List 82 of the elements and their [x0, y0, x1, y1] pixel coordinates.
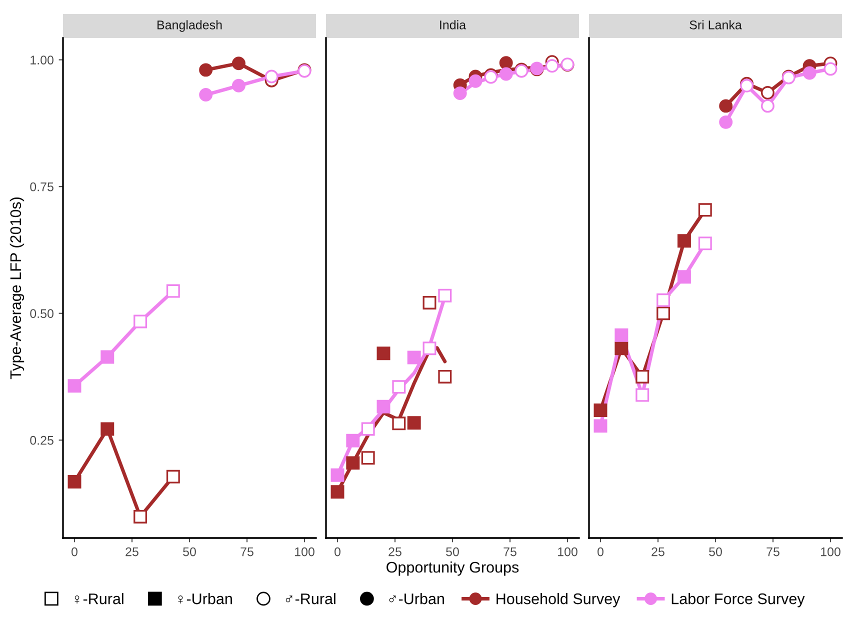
point — [346, 434, 360, 448]
point — [166, 470, 180, 484]
point — [760, 86, 774, 100]
x-tick-label: 0 — [72, 547, 78, 556]
point — [636, 370, 650, 384]
point — [698, 203, 712, 217]
point — [719, 115, 733, 129]
point — [453, 86, 467, 100]
x-tick-label: 50 — [183, 547, 196, 556]
x-tick-label: 50 — [446, 547, 459, 556]
point — [656, 293, 670, 307]
chart-title: Bangladesh — [158, 20, 222, 32]
point — [346, 456, 360, 470]
point — [594, 419, 608, 433]
legend-label: ♂-Rural — [286, 593, 336, 604]
point — [376, 400, 390, 414]
legend-label: Labor Force Survey — [672, 593, 805, 608]
point — [438, 370, 452, 384]
point — [330, 468, 344, 482]
x-tick-label: 25 — [652, 547, 664, 556]
y-tick-label: 0.50 — [30, 309, 54, 318]
point — [134, 510, 148, 524]
point — [134, 314, 148, 328]
x-tick-label: 50 — [709, 547, 722, 556]
y-axis-title: Type-Average LFP (2010s) — [10, 197, 24, 380]
point — [407, 350, 421, 364]
point — [330, 485, 344, 499]
point — [407, 416, 421, 430]
point — [232, 78, 246, 92]
y-tick-label: 0.25 — [30, 436, 54, 445]
legend-label: ♀-Urban — [178, 593, 232, 604]
point — [614, 342, 628, 356]
point — [760, 99, 774, 113]
legend-label: ♀-Rural — [74, 593, 124, 604]
point — [166, 284, 180, 298]
point — [468, 74, 482, 88]
x-tick-label: 100 — [295, 547, 314, 556]
point — [376, 346, 390, 360]
point — [499, 56, 513, 70]
point — [698, 236, 712, 250]
x-tick-label: 25 — [126, 547, 138, 556]
point — [656, 306, 670, 320]
point — [614, 328, 628, 342]
point — [361, 451, 375, 465]
point — [100, 350, 114, 364]
point — [719, 99, 733, 113]
point — [392, 380, 406, 394]
point — [68, 379, 82, 393]
point — [422, 342, 436, 356]
x-tick-label: 100 — [821, 547, 840, 556]
x-tick-label: 0 — [334, 547, 340, 556]
point — [361, 422, 375, 436]
point — [392, 416, 406, 430]
point — [677, 270, 691, 284]
point — [677, 234, 691, 248]
point — [594, 403, 608, 417]
x-tick-label: 75 — [240, 547, 254, 556]
x-tick-label: 75 — [766, 547, 780, 556]
point — [636, 388, 650, 402]
point — [199, 88, 213, 102]
chart-title: Sri Lanka — [690, 20, 742, 30]
point — [824, 62, 838, 76]
point — [100, 422, 114, 436]
chart-title: India — [440, 20, 466, 30]
legend-label: Household Survey — [496, 593, 620, 608]
point — [545, 59, 559, 73]
y-tick-label: 1.00 — [30, 56, 54, 64]
x-axis-title: Opportunity Groups — [386, 561, 519, 576]
point — [422, 296, 436, 310]
point — [499, 67, 513, 81]
x-tick-label: 0 — [598, 547, 604, 556]
x-tick-label: 75 — [504, 547, 516, 556]
x-tick-label: 100 — [558, 547, 578, 556]
point — [232, 56, 246, 70]
legend-label: ♂-Urban — [389, 593, 444, 604]
point — [199, 63, 213, 77]
point — [438, 288, 452, 302]
point — [264, 70, 278, 84]
point — [802, 66, 816, 80]
point — [68, 474, 82, 488]
x-tick-label: 25 — [388, 547, 402, 556]
y-tick-label: 0.75 — [30, 182, 54, 192]
